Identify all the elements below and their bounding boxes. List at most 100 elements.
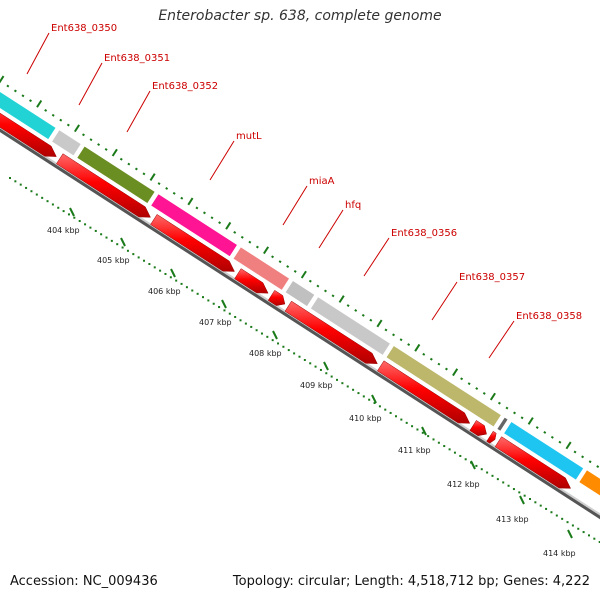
ruler-dot (571, 524, 574, 527)
ruler-dot (303, 359, 306, 362)
kbp-label: 408 kbp (249, 349, 282, 358)
cds-arrow (150, 214, 235, 272)
outer-tick (407, 343, 411, 347)
cds-arrow (0, 112, 57, 157)
gene-segment (0, 91, 57, 140)
ruler-dot (67, 213, 70, 216)
ruler-dot (62, 210, 65, 213)
ruler-dot (223, 309, 226, 312)
outer-tick (157, 182, 161, 186)
ruler-dot (373, 402, 376, 405)
ruler-dot (212, 302, 215, 305)
outer-tick (300, 270, 307, 279)
ruler-dot (314, 365, 317, 368)
ruler-dot (486, 471, 489, 474)
outer-tick (240, 235, 244, 239)
outer-tick (104, 148, 108, 151)
outer-tick (505, 406, 509, 410)
cds-track (0, 112, 571, 489)
outer-tick (527, 417, 534, 425)
ruler-dot (271, 339, 274, 342)
ruler-dot (582, 531, 585, 534)
kbp-label: 406 kbp (148, 287, 181, 296)
ruler-dot (368, 398, 371, 401)
label-connector (488, 320, 515, 359)
ruler-dot (57, 206, 60, 209)
ruler-dot (19, 183, 22, 186)
ruler-dot (346, 385, 349, 388)
ruler-dot (330, 375, 333, 378)
outer-tick (263, 246, 270, 255)
ruler-dot (555, 514, 558, 517)
label-connector (431, 281, 458, 321)
ruler-dot (73, 216, 76, 219)
ruler-dot (389, 411, 392, 414)
ruler-dot (266, 335, 269, 338)
outer-tick (255, 245, 259, 249)
outer-tick (127, 162, 131, 166)
outer-tick (21, 94, 25, 98)
outer-tick (565, 441, 572, 450)
ruler-dot (459, 454, 462, 457)
outer-tick (29, 99, 32, 103)
ruler-dot (534, 501, 537, 504)
ruler-dot (126, 249, 129, 252)
outer-tick (475, 387, 479, 390)
backbone-line (0, 127, 600, 520)
outer-tick (248, 240, 252, 244)
ruler-dot (421, 431, 424, 434)
outer-tick (497, 401, 501, 405)
outer-tick (278, 260, 282, 264)
gene-label-ent638_0350: Ent638_0350 (51, 23, 117, 34)
ruler-dot (298, 355, 301, 358)
ruler-dot (218, 306, 221, 309)
cds-arrow (284, 300, 378, 364)
cds-arrow (486, 430, 497, 444)
ruler-dot (448, 448, 451, 451)
accession-label: Accession: NC_009436 (10, 574, 158, 589)
outer-tick (187, 197, 194, 206)
ruler-major-tick (567, 529, 573, 539)
outer-tick (218, 221, 222, 225)
gene-segment (150, 193, 238, 258)
label-connector (26, 32, 50, 75)
ruler-dot (427, 435, 430, 438)
ruler-dot (362, 395, 365, 398)
ruler-dot (550, 511, 553, 514)
ruler-dot (41, 196, 44, 199)
gene-segment (579, 470, 600, 496)
outer-tick (180, 196, 184, 200)
outer-tick (59, 118, 63, 122)
cds-arrow (267, 289, 286, 306)
outer-tick (89, 138, 93, 142)
ruler-dot (255, 329, 258, 332)
label-connector (363, 237, 390, 277)
ruler-major-tick (421, 426, 427, 436)
outer-tick (467, 382, 471, 386)
kbp-label: 404 kbp (47, 226, 80, 235)
ruler-dot (51, 203, 54, 206)
outer-tick (0, 75, 5, 84)
outer-tick (573, 450, 577, 454)
outer-tick (346, 304, 350, 308)
gene-label-ent638_0358: Ent638_0358 (516, 311, 582, 322)
outer-tick (482, 391, 486, 395)
outer-tick (271, 255, 274, 259)
ruler-dot (341, 382, 344, 385)
ruler-dot (598, 541, 600, 544)
ruler-dot (228, 312, 231, 315)
ruler-dot (121, 246, 124, 249)
ruler-dot (357, 392, 360, 395)
outer-tick (134, 167, 138, 171)
ruler-dot (400, 418, 403, 421)
ruler-dot (529, 497, 532, 500)
label-connector (78, 62, 103, 106)
ruler-dot (244, 322, 247, 325)
outer-tick (452, 368, 459, 377)
outer-tick (210, 216, 214, 220)
ruler-dot (432, 438, 435, 441)
outer-tick (520, 416, 524, 420)
cds-arrow (469, 420, 487, 436)
gene-segment (232, 246, 290, 291)
